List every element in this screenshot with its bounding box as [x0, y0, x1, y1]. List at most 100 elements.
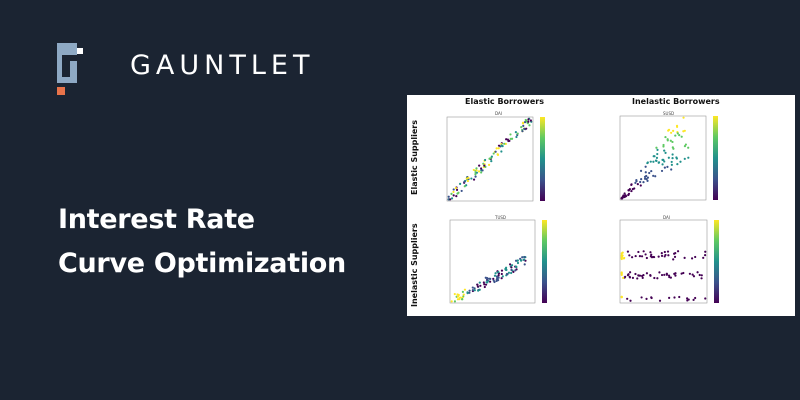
data-point [634, 254, 637, 258]
data-point [654, 175, 657, 178]
data-point [453, 292, 456, 296]
data-point [529, 119, 532, 122]
data-point [620, 256, 623, 259]
data-point [497, 144, 501, 147]
data-point [478, 281, 481, 284]
data-point [666, 138, 669, 141]
column-title-inelastic-borrowers: Inelastic Borrowers [632, 97, 720, 106]
data-point [497, 279, 500, 282]
data-point [646, 176, 650, 179]
data-point [673, 272, 676, 275]
data-point [522, 258, 526, 261]
subplot-title: DAI [663, 215, 670, 220]
data-point [455, 188, 459, 192]
data-point [473, 289, 476, 292]
data-point [500, 269, 504, 272]
gauntlet-logo [57, 43, 83, 95]
data-point [508, 139, 511, 142]
data-point [649, 251, 652, 254]
data-point [450, 197, 454, 200]
data-point [620, 197, 623, 200]
data-point [494, 150, 497, 153]
data-point [665, 273, 668, 276]
data-point [639, 184, 642, 187]
data-point [476, 283, 479, 286]
data-point [520, 259, 523, 262]
data-point [620, 254, 623, 257]
data-point [676, 163, 679, 166]
data-point [527, 118, 530, 121]
data-point [500, 144, 503, 147]
data-point [452, 194, 455, 197]
data-point [636, 183, 639, 186]
data-point [679, 160, 682, 163]
data-point [470, 177, 473, 180]
data-point [489, 280, 492, 283]
data-point [635, 180, 638, 183]
data-point [650, 253, 653, 256]
data-point [664, 135, 667, 139]
data-point [682, 130, 685, 133]
data-point [687, 146, 690, 149]
data-point [653, 276, 656, 280]
data-point [488, 157, 491, 160]
data-point [673, 255, 677, 258]
data-point [460, 298, 464, 301]
data-point [466, 179, 470, 183]
data-point [521, 256, 524, 259]
data-point [670, 163, 673, 166]
data-point [662, 143, 665, 147]
data-point [627, 273, 630, 276]
data-point [664, 253, 667, 257]
data-point [459, 182, 462, 186]
data-point [626, 250, 630, 253]
data-point [666, 165, 669, 168]
data-point [662, 158, 665, 161]
data-point [627, 192, 631, 195]
data-point [627, 189, 631, 192]
data-point [631, 187, 634, 191]
data-point [663, 160, 666, 163]
data-point [660, 169, 664, 173]
data-point [480, 171, 483, 174]
data-point [483, 158, 487, 162]
data-point [687, 156, 690, 159]
colorbar [540, 117, 545, 201]
data-point [475, 169, 478, 172]
data-point [514, 265, 518, 268]
data-point [645, 174, 648, 178]
data-point [484, 283, 488, 286]
data-point [495, 275, 499, 278]
data-point [484, 276, 487, 279]
data-point [620, 272, 623, 275]
data-point [666, 250, 670, 253]
plot-axes [449, 219, 536, 304]
data-point [684, 143, 687, 146]
data-point [471, 286, 474, 289]
data-point [463, 288, 467, 291]
data-point [656, 152, 659, 156]
data-point [643, 177, 647, 180]
data-point [700, 274, 703, 277]
data-point [630, 256, 634, 259]
data-point [670, 131, 673, 134]
data-point [514, 269, 517, 272]
data-point [639, 180, 642, 184]
colorbar [714, 220, 719, 303]
data-point [478, 164, 481, 167]
headline: Interest Rate Curve Optimization [58, 198, 346, 286]
data-point [465, 177, 468, 180]
data-point [683, 256, 686, 259]
data-point [650, 256, 654, 259]
data-point [702, 256, 705, 259]
data-point [456, 293, 459, 296]
data-point [676, 250, 680, 253]
data-point [475, 171, 479, 174]
data-point [652, 174, 655, 177]
data-point [458, 296, 462, 299]
data-point [683, 157, 686, 160]
data-point [449, 198, 452, 201]
data-point [660, 273, 664, 277]
data-point [638, 254, 642, 258]
data-point [639, 169, 643, 172]
